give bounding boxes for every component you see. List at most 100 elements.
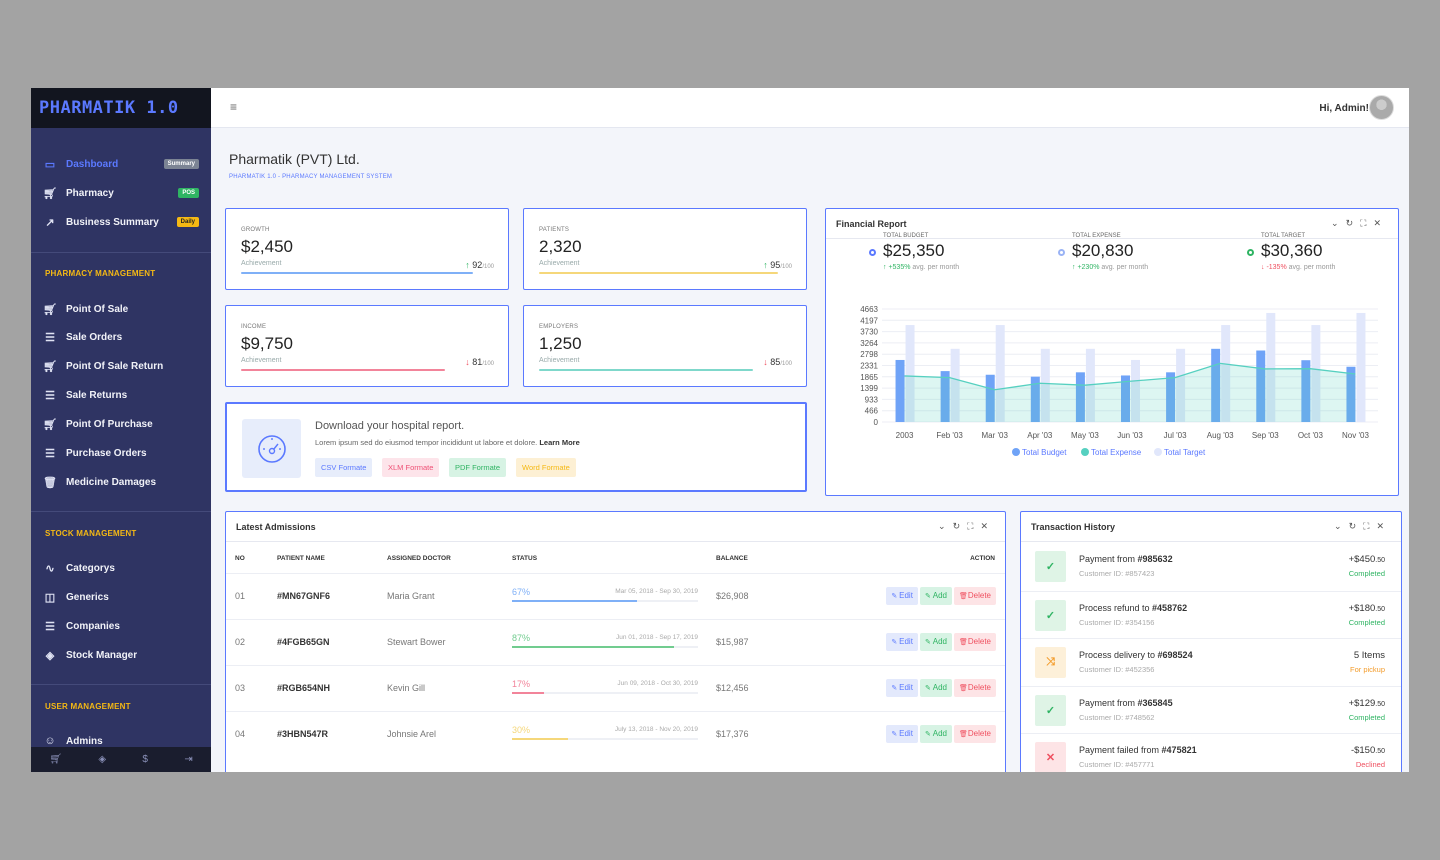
admissions-table: NO PATIENT NAME ASSIGNED DOCTOR STATUS B…	[226, 544, 1005, 757]
transaction-item[interactable]: ✓ Payment from #365845 Customer ID: #74856…	[1021, 685, 1401, 733]
trash-icon: 🗑︎	[958, 731, 968, 739]
transaction-ref: #458762	[1152, 602, 1188, 613]
close-icon[interactable]: ✕	[980, 521, 995, 531]
patient-id: #4FGB65GN	[277, 618, 387, 665]
sidebar-item-point-of-sale-return[interactable]: 🛒︎ Point Of Sale Return	[31, 355, 211, 377]
fullscreen-icon[interactable]: ⛶	[967, 521, 981, 531]
add-button[interactable]: ✎ Add	[919, 725, 952, 744]
sidebar-item-point-of-sale[interactable]: 🛒︎ Point Of Sale	[31, 298, 211, 320]
chevron-down-icon[interactable]: ⌄	[1331, 218, 1346, 228]
kpi-change: ↓ -135% avg. per month	[1261, 264, 1335, 271]
sidebar-item-medicine-damages[interactable]: 🗑︎ Medicine Damages	[31, 471, 211, 493]
avatar[interactable]	[1369, 95, 1394, 120]
transaction-item[interactable]: ⤨ Process delivery to #698524 Customer ID:…	[1021, 638, 1401, 685]
sidebar-item-admins[interactable]: ☺ Admins	[31, 730, 211, 752]
amount-value: +$129	[1348, 697, 1376, 709]
link-icon: ✎	[924, 685, 933, 692]
edit-button[interactable]: ✎ Edit	[886, 587, 918, 605]
user-greeting: Hi, Admin!	[1319, 103, 1369, 114]
status-cell: 30% July 13, 2018 - Nov 20, 2019	[512, 710, 716, 757]
add-button[interactable]: ✎ Add	[919, 587, 952, 605]
xlm-format-button[interactable]: XLM Formate	[382, 458, 440, 477]
refresh-icon[interactable]: ↻	[1345, 218, 1361, 228]
delete-button[interactable]: 🗑︎Delete	[953, 587, 996, 605]
y-tick-label: 1865	[860, 373, 878, 382]
bar-total-budget	[1166, 372, 1176, 422]
sidebar-item-categorys[interactable]: ∿ Categorys	[31, 557, 211, 579]
stat-value: 1,250	[539, 334, 582, 353]
legend-label[interactable]: Total Expense	[1091, 448, 1142, 457]
transaction-amount: +$129.50	[1349, 698, 1385, 709]
delete-button[interactable]: 🗑︎Delete	[953, 679, 996, 697]
transaction-item[interactable]: ✓ Process refund to #458762 Customer ID: #…	[1021, 590, 1401, 638]
y-tick-label: 933	[865, 395, 879, 404]
close-icon[interactable]: ✕	[1376, 521, 1391, 531]
close-icon[interactable]: ✕	[1373, 218, 1388, 228]
legend-label[interactable]: Total Budget	[1022, 448, 1067, 457]
transaction-status: For pickup	[1349, 665, 1385, 674]
stat-card-patients: PATIENTS 2,320 Achievement ↑ 95/100	[523, 208, 807, 290]
customer-id: Customer ID: #457771	[1079, 760, 1155, 769]
finance-kpi: TOTAL BUDGET $25,350 ↑ +535% avg. per mont…	[869, 233, 959, 271]
line-total-expense	[904, 362, 1356, 391]
transaction-status: Declined	[1355, 760, 1385, 769]
logout-icon[interactable]: ⇥	[184, 754, 193, 765]
cart-icon: 🛒︎	[43, 418, 57, 431]
brand-logo[interactable]: PHARMATIK 1.0	[31, 88, 211, 128]
transaction-item[interactable]: ✓ Payment from #985632 Customer ID: #85742…	[1021, 543, 1401, 590]
fullscreen-icon[interactable]: ⛶	[1360, 218, 1374, 228]
edit-button[interactable]: ✎ Edit	[886, 725, 918, 744]
section-title-pharmacy: PHARMACY MANAGEMENT	[45, 269, 156, 278]
financial-report-panel: Financial Report ⌄↻⛶✕ TOTAL BUDGET $25,35…	[825, 208, 1399, 496]
dollar-icon[interactable]: $	[142, 754, 148, 765]
edit-button[interactable]: ✎ Edit	[886, 679, 918, 697]
pencil-icon: ✎	[891, 593, 900, 600]
sidebar-item-sale-returns[interactable]: ☰ Sale Returns	[31, 384, 211, 406]
x-tick-label: Apr '03	[1027, 431, 1053, 440]
transaction-ref: #475821	[1161, 745, 1197, 755]
chevron-down-icon[interactable]: ⌄	[938, 521, 953, 531]
learn-more-link[interactable]: Learn More	[539, 438, 580, 447]
delete-button[interactable]: 🗑︎Delete	[953, 633, 996, 651]
word-format-button[interactable]: Word Formate	[516, 458, 576, 477]
section-title-stock: STOCK MANAGEMENT	[45, 529, 137, 538]
arrow-up-icon: ↑	[465, 260, 473, 270]
add-button[interactable]: ✎ Add	[919, 679, 952, 697]
fullscreen-icon[interactable]: ⛶	[1363, 521, 1377, 531]
menu-toggle-icon[interactable]: ≡	[230, 100, 238, 114]
sidebar-item-business-summary[interactable]: ↗ Business Summary Daily	[31, 211, 211, 233]
sidebar-item-purchase-orders[interactable]: ☰ Purchase Orders	[31, 442, 211, 464]
layers-icon: ◈	[45, 649, 55, 662]
panel-tools: ⌄↻⛶✕	[938, 521, 995, 532]
edit-button[interactable]: ✎ Edit	[886, 633, 918, 651]
sidebar-item-sale-orders[interactable]: ☰ Sale Orders	[31, 326, 211, 348]
status-percent: 30%	[512, 725, 531, 736]
y-tick-label: 4197	[860, 316, 878, 325]
add-button[interactable]: ✎ Add	[919, 633, 952, 651]
sidebar-item-pharmacy[interactable]: 🛒︎ Pharmacy POS	[31, 182, 211, 204]
pdf-format-button[interactable]: PDF Formate	[449, 458, 507, 477]
sidebar-item-dashboard[interactable]: ▭ Dashboard Summary	[31, 153, 211, 175]
sidebar-item-stock-manager[interactable]: ◈ Stock Manager	[31, 644, 211, 666]
legend-label[interactable]: Total Target	[1164, 448, 1206, 457]
doctor-name: Kevin Gill	[387, 664, 512, 711]
transaction-item[interactable]: ✕ Payment failed from #475821 Customer ID:…	[1021, 733, 1401, 772]
sidebar-item-companies[interactable]: ☰ Companies	[31, 615, 211, 637]
csv-format-button[interactable]: CSV Formate	[315, 458, 373, 477]
button-label: Edit	[899, 637, 913, 646]
admissions-panel: Latest Admissions ⌄↻⛶✕ NO PATIENT NAME A…	[225, 511, 1006, 772]
transaction-title: Process refund to #458762	[1079, 603, 1187, 613]
sidebar-item-generics[interactable]: ◫ Generics	[31, 586, 211, 608]
button-label: Edit	[899, 683, 913, 692]
button-label: Delete	[967, 683, 991, 692]
refresh-icon[interactable]: ↻	[1348, 521, 1364, 531]
sidebar-item-point-of-purchase[interactable]: 🛒︎ Point Of Purchase	[31, 413, 211, 435]
stat-value: $2,450	[241, 237, 293, 256]
badge-summary: Summary	[163, 159, 199, 169]
list-icon: ☰	[45, 620, 55, 633]
delete-button[interactable]: 🗑︎Delete	[953, 725, 996, 744]
chevron-down-icon[interactable]: ⌄	[1334, 521, 1349, 531]
layers-icon[interactable]: ◈	[98, 754, 107, 765]
refresh-icon[interactable]: ↻	[952, 521, 968, 531]
cart-icon[interactable]: 🛒︎	[49, 754, 62, 765]
